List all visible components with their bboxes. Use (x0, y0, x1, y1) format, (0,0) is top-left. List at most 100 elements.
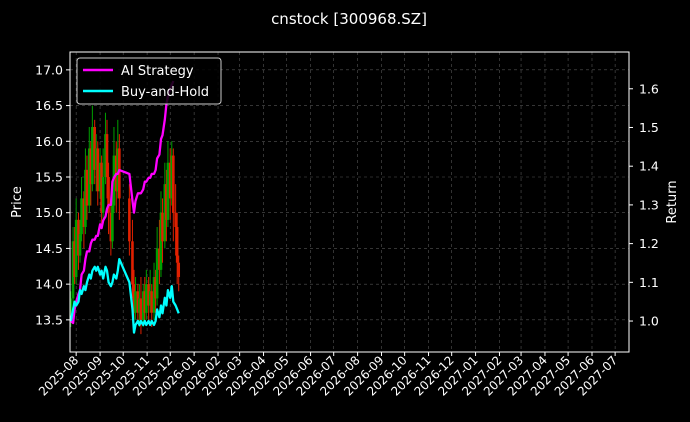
candle (93, 119, 96, 185)
legend-label-ai-strategy: AI Strategy (121, 64, 194, 79)
y-right-tick-label: 1.4 (639, 159, 659, 174)
candle (109, 198, 113, 256)
candle-body (77, 219, 80, 256)
candle (141, 284, 145, 327)
candle-body (85, 169, 89, 206)
candle-body (89, 148, 93, 185)
y-left-tick-label: 14.0 (35, 277, 63, 292)
candle (91, 105, 94, 192)
candle (87, 127, 91, 213)
candle-body (96, 148, 100, 192)
candle-body (177, 262, 181, 277)
candle (168, 148, 172, 220)
legend-label-buy-and-hold: Buy-and-Hold (121, 85, 209, 100)
candle (80, 177, 83, 242)
candle (107, 162, 110, 235)
candle-body (128, 198, 131, 242)
candle (172, 148, 175, 242)
candle-body (168, 162, 172, 199)
candle-body (175, 227, 179, 263)
candle-body (82, 198, 86, 227)
candle (174, 184, 177, 256)
candle (158, 219, 161, 285)
candle-body (154, 277, 157, 299)
candle-body (118, 148, 121, 199)
candle (148, 269, 152, 313)
legend: AI Strategy Buy-and-Hold (76, 57, 222, 105)
candle-body (134, 291, 137, 313)
candle-body (131, 241, 134, 285)
candle (71, 227, 75, 306)
candle-body (138, 298, 141, 313)
candle-body (152, 277, 156, 313)
y-left-tick-label: 13.5 (35, 312, 63, 327)
candle-body (145, 284, 148, 313)
candle-body (147, 284, 150, 306)
candle (78, 219, 82, 263)
y-axis-right-label: Return (665, 180, 680, 223)
candle (152, 262, 156, 320)
candle-body (136, 291, 140, 313)
candle-body (87, 148, 91, 206)
candle (132, 269, 136, 320)
candle-body (155, 248, 159, 299)
candle-body (74, 219, 78, 277)
candle (116, 119, 120, 199)
candle-body (166, 162, 170, 220)
line-ai-strategy (70, 80, 175, 325)
candle (74, 198, 78, 285)
candle (147, 277, 150, 320)
y-right-tick-label: 1.6 (639, 81, 659, 96)
candle-body (69, 298, 73, 319)
y-right-tick-label: 1.5 (639, 120, 659, 135)
candle (89, 141, 93, 206)
y-left-tick-label: 14.5 (35, 241, 63, 256)
candle-body (100, 162, 103, 213)
candle-body (172, 155, 175, 213)
candle (163, 162, 167, 249)
candle (154, 269, 157, 313)
candle-body (105, 134, 109, 177)
candle-body (143, 291, 147, 313)
y-right-tick-label: 1.2 (639, 236, 659, 251)
candle (136, 284, 140, 320)
candle-body (107, 177, 110, 213)
candle (100, 155, 103, 227)
candle (145, 269, 148, 320)
candle-body (98, 162, 102, 192)
candle (175, 212, 179, 285)
candle (155, 227, 159, 306)
candle (139, 277, 143, 335)
candle (101, 148, 105, 220)
y-axis-left: 13.5 14.0 14.5 15.0 15.5 16.0 16.5 17.0 (35, 62, 70, 327)
candle (77, 212, 80, 270)
candle-body (111, 205, 114, 242)
y-left-tick-label: 17.0 (35, 62, 63, 77)
candle-body (116, 148, 120, 192)
chart-title: cnstock [300968.SZ] (271, 10, 427, 28)
candle (128, 184, 131, 256)
candle-body (91, 127, 94, 185)
candle-body (84, 169, 87, 227)
candle-body (174, 212, 177, 227)
candle (131, 219, 134, 299)
candle-body (150, 291, 154, 313)
candle (73, 227, 76, 285)
y-axis-right: 1.0 1.1 1.2 1.3 1.4 1.5 1.6 (629, 81, 659, 329)
candle (170, 141, 174, 206)
candle (138, 284, 141, 327)
candle-body (158, 248, 161, 270)
candle (165, 169, 168, 242)
candle-body (159, 212, 163, 270)
candle (85, 155, 89, 220)
line-buy-and-hold (69, 257, 180, 334)
candle (105, 119, 109, 199)
candle-body (104, 134, 107, 177)
candle-body (73, 241, 76, 277)
candle (82, 191, 86, 249)
candle-body (94, 148, 98, 170)
candle-body (78, 234, 82, 256)
candle-body (165, 184, 168, 220)
candle (94, 134, 98, 192)
